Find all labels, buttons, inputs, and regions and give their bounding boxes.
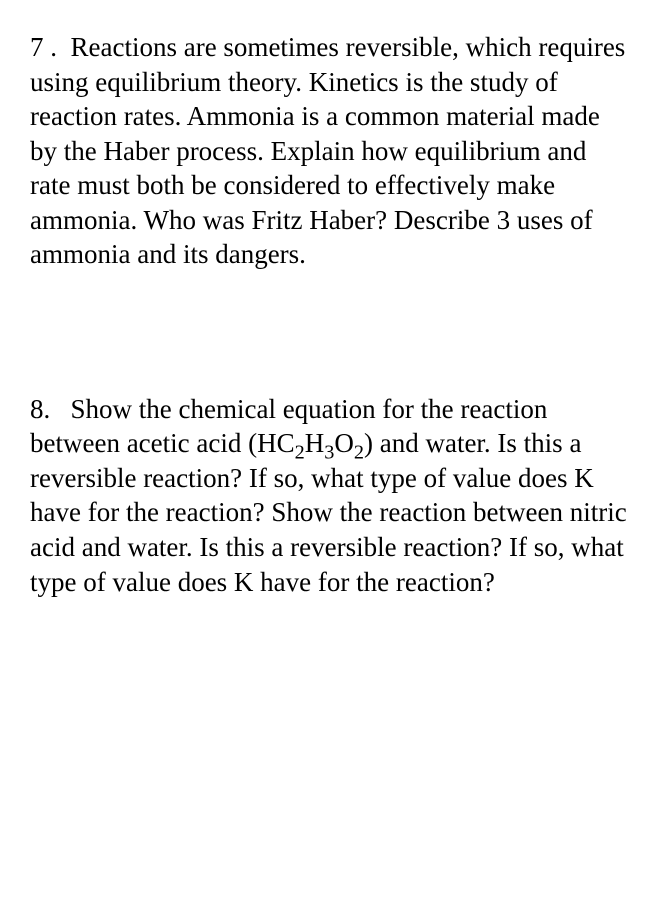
formula-mid-1: H [305, 428, 325, 458]
question-7: 7 . Reactions are sometimes reversible, … [30, 30, 631, 272]
formula-sub-1: 2 [295, 442, 305, 464]
formula-sub-2: 3 [324, 442, 334, 464]
question-7-text: Reactions are sometimes reversible, whic… [30, 32, 625, 269]
question-8-number: 8. [30, 394, 50, 424]
formula-mid-2: O [334, 428, 354, 458]
question-8: 8. Show the chemical equation for the re… [30, 392, 631, 599]
formula-sub-3: 2 [354, 442, 364, 464]
question-7-number: 7 . [30, 32, 57, 62]
